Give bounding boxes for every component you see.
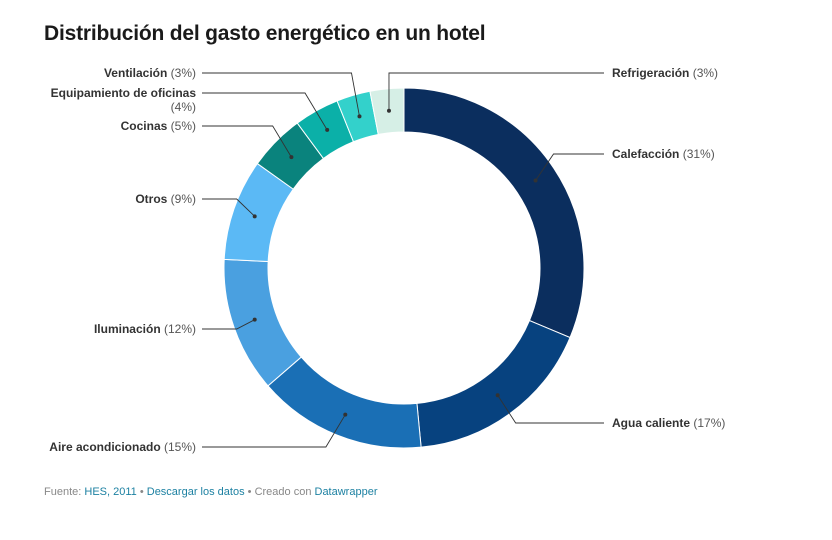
slice-label-ventilacion: Ventilación (3%)	[104, 66, 196, 80]
footer-source-prefix: Fuente:	[44, 486, 81, 498]
footer-separator: •	[248, 486, 252, 498]
source-link[interactable]: HES, 2011	[84, 486, 136, 498]
slice-label-cocinas: Cocinas (5%)	[121, 119, 196, 133]
slice-label-aire-acondicionado: Aire acondicionado (15%)	[49, 440, 196, 454]
donut-chart: Calefacción (31%) Agua caliente (17%) Aire…	[0, 0, 832, 480]
slice-label-calefaccion: Calefacción (31%)	[612, 147, 715, 161]
datawrapper-link[interactable]: Datawrapper	[315, 486, 378, 498]
slice-iluminacion	[224, 259, 301, 385]
footer-created-with: Creado con	[255, 486, 312, 498]
footer: Fuente: HES, 2011 • Descargar los datos …	[44, 486, 377, 498]
slice-agua-caliente	[417, 321, 570, 448]
slice-calefaccion	[404, 88, 584, 338]
slice-aire-acondicionado	[268, 357, 421, 448]
slice-label-agua-caliente: Agua caliente (17%)	[612, 416, 725, 430]
slice-marker-iluminacion	[253, 318, 257, 322]
slice-label-equipamiento-de-oficinas: Equipamiento de oficinas (4%)	[51, 86, 197, 114]
footer-separator: •	[140, 486, 144, 498]
download-data-link[interactable]: Descargar los datos	[147, 486, 245, 498]
slices-group	[224, 88, 584, 448]
slice-label-iluminacion: Iluminación (12%)	[94, 322, 196, 336]
slice-label-refrigeracion: Refrigeración (3%)	[612, 66, 718, 80]
slice-label-otros: Otros (9%)	[135, 192, 196, 206]
